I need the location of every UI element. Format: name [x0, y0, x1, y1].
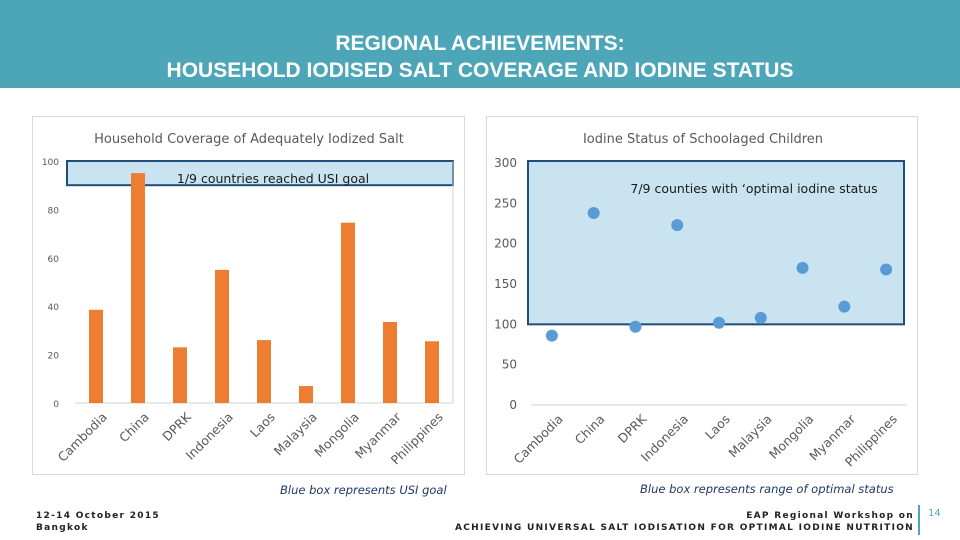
- chart-title: Household Coverage of Adequately Iodized…: [94, 132, 404, 147]
- y-tick-label: 250: [494, 196, 517, 210]
- footer-event: EAP Regional Workshop on ACHIEVING UNIVE…: [455, 510, 914, 534]
- point-malaysia: [754, 311, 767, 324]
- highlight-box: [527, 160, 905, 326]
- bar-philippines: [425, 341, 439, 403]
- footer-date: 12-14 October 2015: [36, 511, 160, 521]
- x-tick-label: Cambodia: [55, 409, 110, 464]
- x-tick-label: Laos: [247, 409, 278, 440]
- y-tick-label: 300: [494, 156, 517, 170]
- y-tick-label: 60: [48, 255, 60, 265]
- point-philippines: [880, 263, 893, 276]
- scatter-chart-svg: Iodine Status of Schoolaged Children 0 50 1…: [494, 132, 907, 470]
- bar-myanmar: [383, 321, 397, 403]
- y-tick-label: 0: [509, 398, 517, 412]
- highlight-box-label: 7/9 counties with ‘optimal iodine status: [630, 181, 877, 196]
- point-laos: [713, 316, 725, 329]
- bar-chart-svg: Household Coverage of Adequately Iodized…: [42, 132, 454, 468]
- page-number: 14: [928, 508, 941, 519]
- slide-title-line1: REGIONAL ACHIEVEMENTS:: [335, 32, 625, 55]
- y-tick-label: 50: [502, 358, 517, 372]
- bar-china: [131, 173, 145, 403]
- footer-divider: [918, 505, 920, 535]
- left-chart-caption: Blue box represents USI goal: [280, 483, 447, 497]
- footer-event-line1: EAP Regional Workshop on: [746, 511, 914, 521]
- footer-city: Bangkok: [36, 523, 89, 533]
- y-tick-label: 100: [42, 158, 59, 168]
- y-tick-label: 150: [494, 277, 517, 291]
- footer-event-line2: ACHIEVING UNIVERSAL SALT IODISATION FOR …: [455, 523, 914, 533]
- bar-laos: [257, 340, 271, 403]
- x-tick-label: DPRK: [615, 411, 650, 446]
- point-indonesia: [671, 219, 684, 232]
- point-myanmar: [838, 300, 851, 313]
- bar-dprk: [173, 347, 187, 403]
- highlight-box-label: 1/9 countries reached USI goal: [177, 171, 369, 186]
- x-tick-label: Laos: [702, 411, 733, 442]
- point-dprk: [629, 320, 642, 333]
- y-tick-label: 0: [53, 400, 59, 410]
- slide-title-line2: HOUSEHOLD IODISED SALT COVERAGE AND IODI…: [166, 59, 794, 82]
- bar-cambodia: [89, 309, 103, 403]
- y-tick-label: 20: [48, 352, 60, 362]
- y-tick-label: 200: [494, 237, 517, 251]
- bar-malaysia: [299, 386, 313, 403]
- bar-mongolia: [341, 222, 355, 403]
- iodine-status-chart: Iodine Status of Schoolaged Children 0 50 1…: [486, 116, 918, 475]
- right-chart-caption: Blue box represents range of optimal sta…: [640, 482, 894, 496]
- iodized-salt-coverage-chart: Household Coverage of Adequately Iodized…: [32, 116, 465, 475]
- x-tick-label: DPRK: [159, 409, 194, 444]
- y-tick-label: 100: [494, 317, 517, 331]
- x-tick-label: Cambodia: [510, 411, 565, 466]
- bar-indonesia: [215, 269, 229, 403]
- point-cambodia: [545, 329, 558, 342]
- point-china: [587, 207, 600, 220]
- y-tick-label: 80: [48, 206, 60, 216]
- x-tick-label: China: [116, 409, 152, 445]
- header-banner: REGIONAL ACHIEVEMENTS: HOUSEHOLD IODISED…: [0, 0, 960, 88]
- x-tick-label: China: [572, 411, 608, 447]
- chart-title: Iodine Status of Schoolaged Children: [583, 132, 823, 147]
- footer-date-location: 12-14 October 2015 Bangkok: [36, 510, 160, 534]
- point-mongolia: [796, 261, 809, 274]
- y-tick-label: 40: [48, 303, 60, 313]
- slide-title: REGIONAL ACHIEVEMENTS: HOUSEHOLD IODISED…: [0, 30, 960, 84]
